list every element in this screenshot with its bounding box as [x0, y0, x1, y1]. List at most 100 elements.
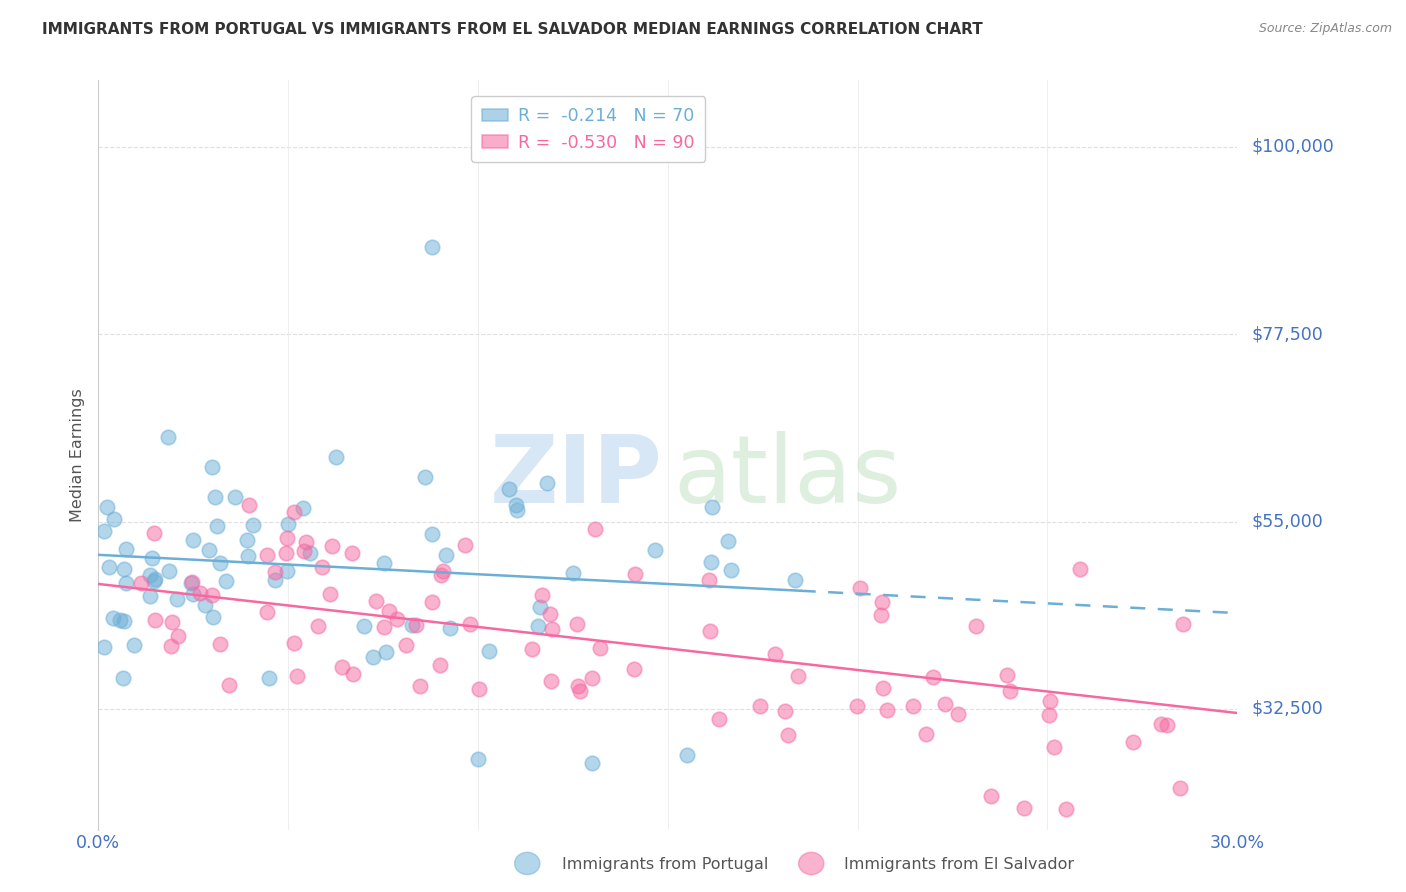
Point	[536, 476, 558, 491]
Point	[166, 592, 188, 607]
Point	[966, 619, 988, 633]
Point	[112, 671, 135, 685]
Point	[588, 640, 610, 655]
Text: Source: ZipAtlas.com: Source: ZipAtlas.com	[1258, 22, 1392, 36]
Text: $55,000: $55,000	[1251, 513, 1323, 531]
Point	[276, 565, 298, 579]
Y-axis label: Median Earnings: Median Earnings	[70, 388, 86, 522]
Point	[295, 534, 318, 549]
Point	[218, 678, 240, 692]
Point	[157, 565, 180, 579]
Point	[565, 616, 588, 631]
Point	[342, 667, 364, 681]
Point	[478, 644, 501, 658]
Point	[583, 522, 606, 536]
Point	[870, 595, 893, 609]
Point	[700, 555, 723, 569]
Point	[498, 482, 520, 496]
Point	[112, 614, 135, 628]
Point	[870, 608, 893, 623]
Point	[1056, 802, 1078, 816]
Point	[101, 611, 124, 625]
Point	[373, 556, 395, 570]
Point	[235, 533, 257, 548]
Point	[205, 519, 228, 533]
Point	[115, 575, 138, 590]
Point	[198, 543, 221, 558]
Point	[699, 624, 721, 639]
Point	[540, 622, 562, 636]
Point	[141, 550, 163, 565]
Point	[707, 712, 730, 726]
Point	[209, 637, 232, 651]
Point	[783, 574, 806, 588]
Point	[468, 682, 491, 697]
Point	[299, 546, 322, 560]
Point	[581, 756, 603, 770]
Text: atlas: atlas	[673, 432, 901, 524]
Point	[1012, 801, 1035, 815]
Point	[422, 240, 444, 254]
Legend: R =  -0.214   N = 70, R =  -0.530   N = 90: R = -0.214 N = 70, R = -0.530 N = 90	[471, 96, 704, 162]
Point	[143, 572, 166, 586]
Point	[569, 684, 592, 698]
Point	[292, 500, 315, 515]
Point	[1000, 684, 1022, 698]
Point	[505, 498, 527, 512]
Point	[676, 747, 699, 762]
Point	[429, 657, 451, 672]
Point	[321, 540, 343, 554]
Point	[432, 564, 454, 578]
Point	[702, 500, 724, 515]
Point	[644, 543, 666, 558]
Point	[139, 589, 162, 603]
Text: $32,500: $32,500	[1251, 700, 1323, 718]
Point	[264, 565, 287, 579]
Point	[506, 503, 529, 517]
Point	[319, 586, 342, 600]
Point	[364, 594, 387, 608]
Point	[623, 662, 645, 676]
Point	[160, 615, 183, 629]
Text: IMMIGRANTS FROM PORTUGAL VS IMMIGRANTS FROM EL SALVADOR MEDIAN EARNINGS CORRELAT: IMMIGRANTS FROM PORTUGAL VS IMMIGRANTS F…	[42, 22, 983, 37]
Point	[405, 618, 427, 632]
Point	[201, 588, 224, 602]
Point	[103, 512, 125, 526]
Point	[581, 672, 603, 686]
Point	[156, 430, 179, 444]
Point	[720, 563, 742, 577]
Point	[934, 698, 956, 712]
Point	[538, 607, 561, 622]
Point	[1069, 562, 1091, 576]
Point	[238, 549, 260, 563]
Point	[277, 516, 299, 531]
Point	[204, 490, 226, 504]
Point	[378, 604, 401, 618]
Point	[307, 619, 329, 633]
Point	[353, 619, 375, 633]
Point	[325, 450, 347, 464]
Point	[263, 573, 285, 587]
Point	[409, 679, 432, 693]
Point	[915, 727, 938, 741]
Point	[778, 728, 800, 742]
Point	[283, 504, 305, 518]
Point	[773, 704, 796, 718]
Point	[995, 667, 1018, 681]
Point	[520, 642, 543, 657]
Point	[395, 638, 418, 652]
Point	[787, 669, 810, 683]
Point	[276, 531, 298, 545]
Point	[181, 587, 204, 601]
Point	[401, 617, 423, 632]
Point	[845, 699, 868, 714]
Point	[430, 567, 453, 582]
Point	[375, 645, 398, 659]
Point	[98, 560, 121, 574]
Point	[946, 707, 969, 722]
Point	[1171, 617, 1194, 632]
Point	[422, 527, 444, 541]
Point	[139, 567, 162, 582]
Point	[242, 518, 264, 533]
Point	[274, 546, 297, 560]
